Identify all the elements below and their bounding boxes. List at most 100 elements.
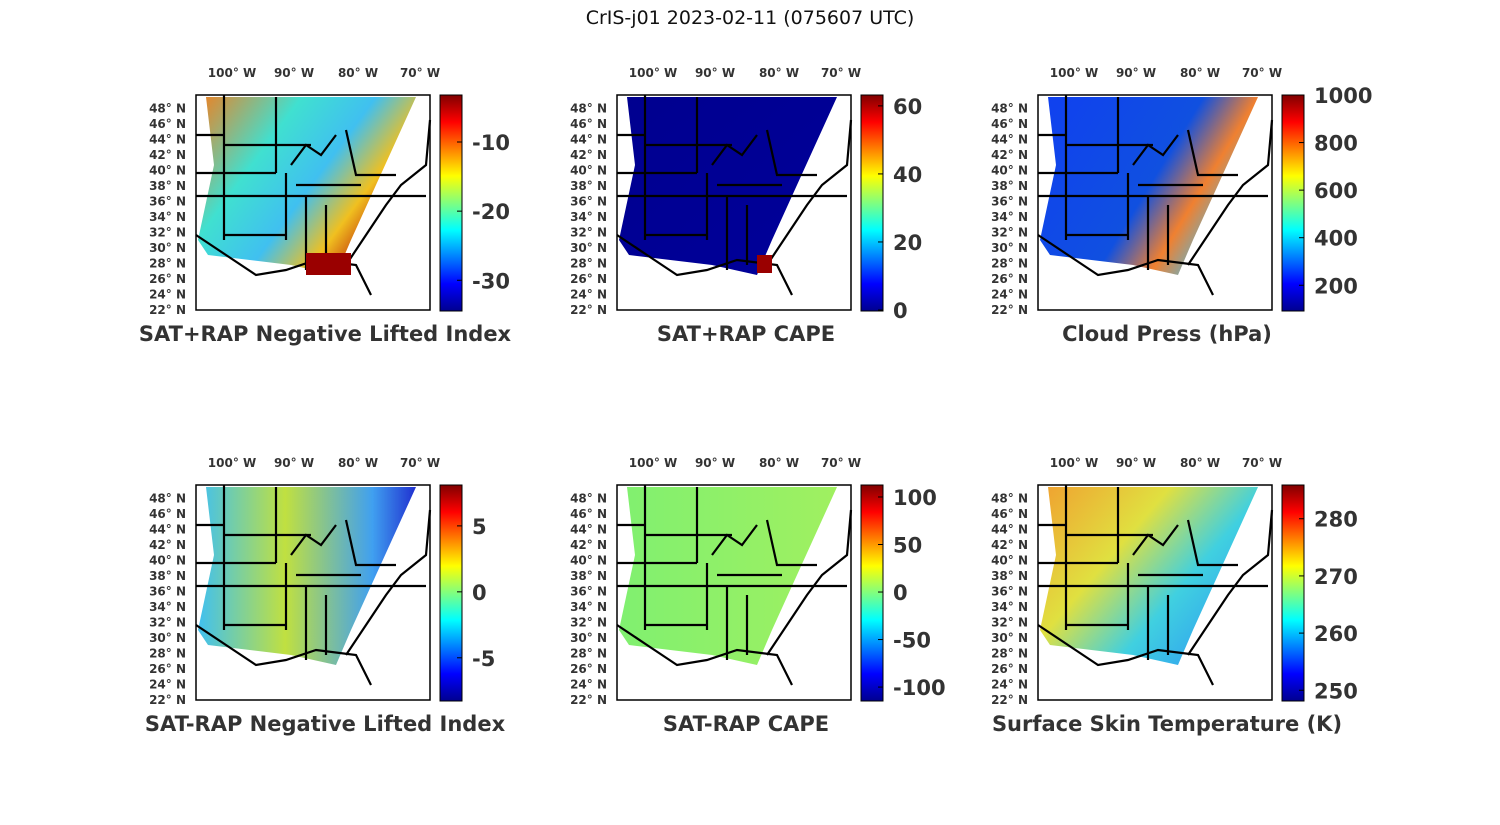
state-border [1037,624,1214,686]
panel-title: Surface Skin Temperature (K) [992,712,1342,736]
state-border [344,129,396,177]
lat-label: 42° N [149,538,186,552]
panel-title: SAT+RAP Negative Lifted Index [139,322,512,346]
colorbar-tick-label: 0 [893,299,908,323]
lat-label: 44° N [149,133,186,147]
lat-label: 40° N [570,554,607,568]
lat-label: 26° N [570,272,607,286]
lon-label: 80° W [1180,66,1220,80]
colorbar-tick-label: -30 [472,269,510,293]
state-border [765,129,817,177]
lat-label: 32° N [570,616,607,630]
data-patch [306,253,351,275]
lat-label: 42° N [991,538,1028,552]
lon-label: 80° W [338,456,378,470]
state-border [1187,119,1274,266]
lat-label: 30° N [991,631,1028,645]
state-border [711,524,758,556]
lat-label: 46° N [570,507,607,521]
lon-label: 90° W [274,66,314,80]
lon-label: 100° W [208,456,256,470]
lat-label: 36° N [991,585,1028,599]
colorbar [1281,484,1305,702]
lat-label: 36° N [149,195,186,209]
lat-label: 44° N [991,523,1028,537]
lat-label: 22° N [991,303,1028,317]
colorbar [860,94,884,312]
lat-label: 44° N [570,133,607,147]
lon-label: 80° W [338,66,378,80]
lat-label: 38° N [570,569,607,583]
lon-label: 100° W [1050,66,1098,80]
lat-label: 44° N [991,133,1028,147]
state-border [345,509,432,656]
lat-label: 34° N [570,600,607,614]
colorbar-tick-label: 260 [1314,622,1358,646]
state-border [1186,519,1238,567]
lon-label: 80° W [759,66,799,80]
colorbar-tick-label: -10 [472,131,510,155]
lat-label: 30° N [570,631,607,645]
lat-label: 36° N [991,195,1028,209]
state-border [345,119,432,266]
state-border [1037,234,1214,296]
lon-label: 90° W [695,456,735,470]
lat-label: 22° N [991,693,1028,707]
lon-label: 90° W [695,66,735,80]
lat-label: 42° N [570,538,607,552]
map-panel: 100° W 90° W 80° W 70° W 48° N46° N 44° N42° … [570,456,945,736]
lat-label: 26° N [991,272,1028,286]
lat-label: 34° N [991,210,1028,224]
lat-label: 24° N [991,678,1028,692]
lon-label: 70° W [821,456,861,470]
colorbar-tick-label: 50 [893,534,922,558]
colorbar [860,484,884,702]
lat-label: 46° N [149,117,186,131]
lon-label: 100° W [629,66,677,80]
lat-label: 32° N [991,616,1028,630]
lat-label: 32° N [149,616,186,630]
colorbar-tick-label: 0 [893,581,908,605]
lat-label: 26° N [149,662,186,676]
lat-label: 26° N [570,662,607,676]
panel-title: SAT-RAP Negative Lifted Index [145,712,506,736]
lat-label: 42° N [991,148,1028,162]
state-border [195,624,372,686]
colorbar-tick-label: 600 [1314,179,1358,203]
lat-label: 40° N [991,164,1028,178]
lat-label: 30° N [149,241,186,255]
lat-label: 32° N [149,226,186,240]
lat-label: 48° N [570,492,607,506]
lat-label: 38° N [149,569,186,583]
lat-label: 46° N [991,117,1028,131]
lat-label: 24° N [570,678,607,692]
colorbar-tick-label: 40 [893,163,922,187]
lat-label: 32° N [570,226,607,240]
colorbar-tick-label: 100 [893,486,937,510]
state-border [1187,509,1274,656]
lat-label: 38° N [991,569,1028,583]
data-patch [757,255,772,273]
colorbar [439,484,463,702]
lat-label: 38° N [991,179,1028,193]
state-border [765,519,817,567]
lat-label: 24° N [570,288,607,302]
lat-label: 30° N [991,241,1028,255]
lat-label: 28° N [991,257,1028,271]
panel-title: SAT+RAP CAPE [657,322,835,346]
colorbar-tick-label: 5 [472,515,487,539]
colorbar-tick-label: 250 [1314,679,1358,703]
lat-label: 22° N [149,693,186,707]
figure-title: CrIS-j01 2023-02-11 (075607 UTC) [585,7,915,29]
lat-label: 34° N [570,210,607,224]
lat-label: 36° N [149,585,186,599]
colorbar-tick-label: 1000 [1314,84,1372,108]
lat-label: 26° N [149,272,186,286]
lat-label: 30° N [570,241,607,255]
colorbar-tick-label: 200 [1314,274,1358,298]
lat-label: 34° N [149,210,186,224]
lat-label: 26° N [991,662,1028,676]
panel-title: Cloud Press (hPa) [1062,322,1272,346]
